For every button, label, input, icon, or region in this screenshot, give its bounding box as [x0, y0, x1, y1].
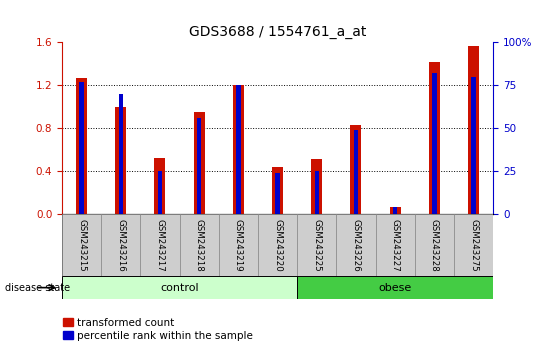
Text: GSM243275: GSM243275 [469, 219, 478, 272]
Legend: transformed count, percentile rank within the sample: transformed count, percentile rank withi… [59, 314, 257, 345]
Bar [393, 207, 397, 214]
Bar [415, 214, 454, 276]
Bar [115, 107, 126, 214]
Bar [272, 167, 283, 214]
Bar [101, 214, 140, 276]
Bar [197, 118, 202, 214]
Bar [454, 214, 493, 276]
Bar [275, 173, 280, 214]
Text: GSM243216: GSM243216 [116, 219, 125, 272]
Bar [354, 130, 358, 214]
Bar [79, 82, 84, 214]
Bar [468, 46, 479, 214]
Bar [432, 73, 437, 214]
Bar [315, 171, 319, 214]
Bar [62, 214, 101, 276]
Bar [376, 214, 415, 276]
Bar [62, 276, 297, 299]
Title: GDS3688 / 1554761_a_at: GDS3688 / 1554761_a_at [189, 25, 367, 39]
Bar [297, 276, 493, 299]
Bar [472, 77, 476, 214]
Bar [350, 125, 362, 214]
Bar [219, 214, 258, 276]
Bar [429, 62, 440, 214]
Bar [140, 214, 179, 276]
Bar [258, 214, 297, 276]
Bar [297, 214, 336, 276]
Text: GSM243218: GSM243218 [195, 219, 204, 272]
Text: disease state: disease state [5, 282, 71, 293]
Bar [336, 214, 376, 276]
Bar [312, 159, 322, 214]
Bar [119, 94, 123, 214]
Text: GSM243225: GSM243225 [312, 219, 321, 272]
Bar [155, 158, 165, 214]
Bar [233, 85, 244, 214]
Text: GSM243217: GSM243217 [155, 219, 164, 272]
Text: GSM243227: GSM243227 [391, 219, 400, 272]
Text: GSM243220: GSM243220 [273, 219, 282, 272]
Bar [236, 85, 240, 214]
Bar [390, 207, 400, 214]
Bar [179, 214, 219, 276]
Text: control: control [160, 282, 199, 293]
Bar [158, 171, 162, 214]
Text: GSM243215: GSM243215 [77, 219, 86, 272]
Text: GSM243228: GSM243228 [430, 219, 439, 272]
Text: obese: obese [378, 282, 412, 293]
Bar [194, 112, 205, 214]
Bar [76, 78, 87, 214]
Text: GSM243226: GSM243226 [351, 219, 361, 272]
Text: GSM243219: GSM243219 [234, 219, 243, 272]
